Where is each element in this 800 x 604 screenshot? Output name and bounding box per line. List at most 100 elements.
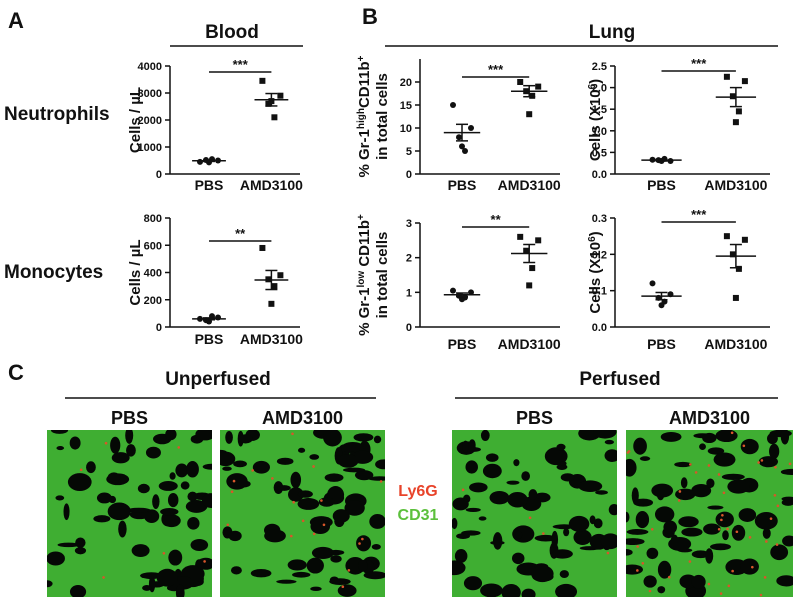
alveolus [758,456,779,468]
alveolus [142,585,152,591]
alveolus [651,483,674,498]
cell-spot [636,545,639,548]
alveolus [781,498,793,506]
alveolus [226,473,248,490]
cell-spot [312,532,316,536]
alveolus [521,588,536,597]
data-point [450,287,456,294]
alveolus [367,476,385,481]
alveolus [56,446,65,451]
alveolus [47,580,53,588]
data-point [741,236,748,243]
cell-spot [461,488,465,492]
alveolus [318,497,335,507]
alveolus [112,480,119,485]
y-axis-label: Cells (X106) [587,79,605,161]
data-point [649,280,656,287]
data-point [729,93,736,100]
alveolus [691,483,712,498]
alveolus [762,527,771,539]
cell-spot [650,527,654,531]
y-tick-label: 1.0 [592,126,607,138]
data-point [277,272,284,279]
alveolus [754,511,778,530]
cell-spot [79,468,83,472]
legend-text: Ly6G [398,483,437,500]
alveolus [465,460,478,474]
alveolus [559,570,569,579]
y-axis-label: % Gr-1highCD11b+ [356,55,374,177]
alveolus [715,430,738,443]
label-part: ) [587,79,604,84]
alveolus [276,457,294,465]
alveolus [657,586,666,594]
cell-spot [301,519,305,523]
data-point [735,108,742,115]
data-point [723,233,730,240]
alveolus [678,516,699,528]
alveolus [196,557,212,570]
y-axis-label: % Gr-1low CD11b+ [356,214,374,336]
alveolus [626,538,645,545]
alveolus [222,466,232,471]
significance-label: ** [235,226,246,241]
alveolus [292,571,311,578]
data-point [517,233,524,240]
y-tick-label: 0.1 [592,286,607,298]
alveolus [668,537,692,551]
cell-spot [694,471,698,474]
y-tick-label: 0 [406,169,412,181]
y-tick-label: 1000 [138,142,162,154]
alveolus [654,506,675,523]
cell-spot [203,560,206,563]
x-tick-label: PBS [647,177,676,193]
alveolus [190,538,209,552]
alveolus [482,463,502,479]
data-point [459,143,465,150]
significance-label: *** [233,57,249,72]
cell-spot [641,561,645,565]
y-tick-label: 0 [156,322,162,334]
y-tick-label: 4000 [138,61,162,73]
x-tick-label: AMD3100 [704,336,767,352]
alveolus [635,511,650,529]
significance-label: *** [488,62,504,77]
alveolus [187,516,200,530]
cell-spot [757,461,760,464]
y-tick-label: 1.5 [592,104,607,116]
alveolus [357,559,368,572]
alveolus [456,533,470,540]
alveolus [145,446,161,459]
alveolus [187,491,198,502]
alveolus [137,483,150,494]
significance-label: ** [491,212,502,227]
alveolus [297,498,320,510]
cell-spot [312,465,315,468]
alveolus [521,471,531,481]
alveolus [202,463,212,470]
cell-spot [727,584,731,588]
superscript: low [356,271,367,288]
alveolus [769,443,780,459]
row-label: Neutrophils [4,104,110,125]
data-point [523,247,530,254]
alveolus [551,530,559,549]
x-tick-label: AMD3100 [498,336,561,352]
alveolus [707,505,724,510]
alveolus [563,528,570,537]
cell-spot [760,459,764,462]
cell-spot [379,480,383,483]
alveolus [608,503,617,516]
y-axis-label: Cells / µL [127,239,144,305]
alveolus [573,529,592,545]
cell-spot [361,537,364,541]
alveolus [626,511,630,523]
alveolus [740,438,759,455]
cell-spot [776,504,780,508]
y-tick-label: 0.0 [592,169,607,181]
alveolus [55,495,65,501]
alveolus [462,440,469,453]
cell-spot [677,499,681,502]
y-tick-label: 200 [144,295,162,307]
alveolus [287,559,307,571]
